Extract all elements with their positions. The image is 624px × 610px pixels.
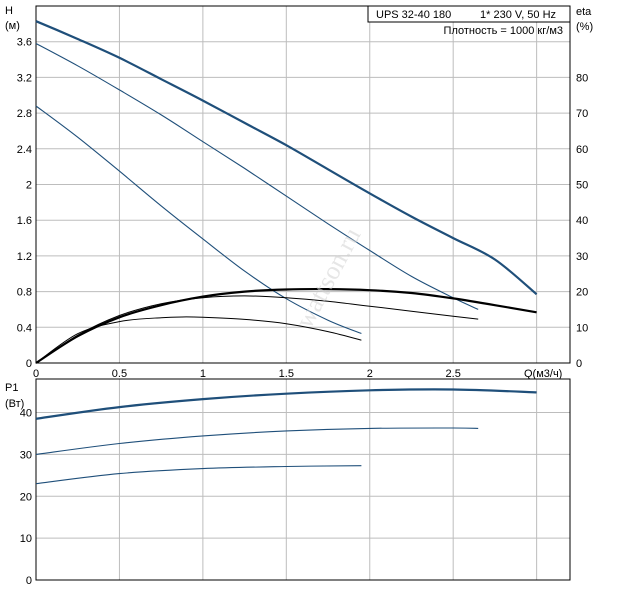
curves xyxy=(35,20,538,485)
y2-tick-label: 70 xyxy=(576,108,588,120)
watermark: wattson.ru xyxy=(290,223,367,333)
y-tick-label: 2.8 xyxy=(17,108,32,120)
head-curve-2 xyxy=(35,43,479,310)
p1-tick-label: 10 xyxy=(20,533,32,545)
y-tick-label: 0.4 xyxy=(17,322,32,334)
y-axis-label: H xyxy=(5,5,13,17)
y2-tick-label: 60 xyxy=(576,144,588,156)
y-tick-label: 1.6 xyxy=(17,215,32,227)
y-tick-label: 0 xyxy=(26,358,32,370)
info-density: Плотность = 1000 кг/м3 xyxy=(444,25,563,37)
tick-labels: 0 0.5 1 1.5 2 2.5 0 0.4 0.8 1.2 1.6 2 2.4 2.8 3.2 3.6 0 1… xyxy=(17,37,589,587)
head-curve-3 xyxy=(35,105,362,335)
info-model: UPS 32-40 180 xyxy=(376,9,451,21)
head-curve-1 xyxy=(35,20,538,296)
grid-bottom xyxy=(36,379,570,580)
x-tick-label: 0.5 xyxy=(112,368,127,380)
y2-tick-label: 30 xyxy=(576,251,588,263)
x-tick-label: 2.5 xyxy=(446,368,461,380)
y2-tick-label: 20 xyxy=(576,287,588,299)
power-curve-2 xyxy=(35,427,479,455)
efficiency-curve-6 xyxy=(35,316,362,364)
info-supply: 1* 230 V, 50 Hz xyxy=(480,9,556,21)
power-curve-1 xyxy=(35,388,537,420)
x-tick-label: 2 xyxy=(367,368,373,380)
y-axis-unit: (м) xyxy=(5,20,20,32)
power-curve-3 xyxy=(35,465,362,485)
y-tick-label: 2 xyxy=(26,180,32,192)
x-tick-label: 1.5 xyxy=(279,368,294,380)
p1-tick-label: 0 xyxy=(26,575,32,587)
p1-axis-label: P1 xyxy=(5,382,18,394)
y2-tick-label: 40 xyxy=(576,215,588,227)
y2-axis-label: eta xyxy=(576,6,592,18)
p1-axis-unit: (Вт) xyxy=(5,398,24,410)
x-axis-label: Q(м3/ч) xyxy=(524,368,562,380)
grid-top xyxy=(36,6,570,363)
y-tick-label: 2.4 xyxy=(17,144,32,156)
info-box xyxy=(367,5,571,23)
y-tick-label: 0.8 xyxy=(17,287,32,299)
efficiency-curve-5 xyxy=(35,295,479,364)
p1-tick-label: 20 xyxy=(20,491,32,503)
y2-tick-label: 0 xyxy=(576,358,582,370)
y-tick-label: 1.2 xyxy=(17,251,32,263)
y-tick-label: 3.6 xyxy=(17,37,32,49)
x-tick-label: 1 xyxy=(200,368,206,380)
y-tick-label: 3.2 xyxy=(17,72,32,84)
p1-tick-label: 40 xyxy=(20,408,32,420)
y2-tick-label: 50 xyxy=(576,180,588,192)
bottom-plot-frame xyxy=(35,378,571,581)
y2-axis-unit: (%) xyxy=(576,21,593,33)
y2-tick-label: 80 xyxy=(576,72,588,84)
top-plot-frame xyxy=(35,5,571,364)
p1-tick-label: 30 xyxy=(20,449,32,461)
y2-tick-label: 10 xyxy=(576,322,588,334)
x-tick-label: 0 xyxy=(33,368,39,380)
efficiency-curve-4 xyxy=(35,287,537,364)
